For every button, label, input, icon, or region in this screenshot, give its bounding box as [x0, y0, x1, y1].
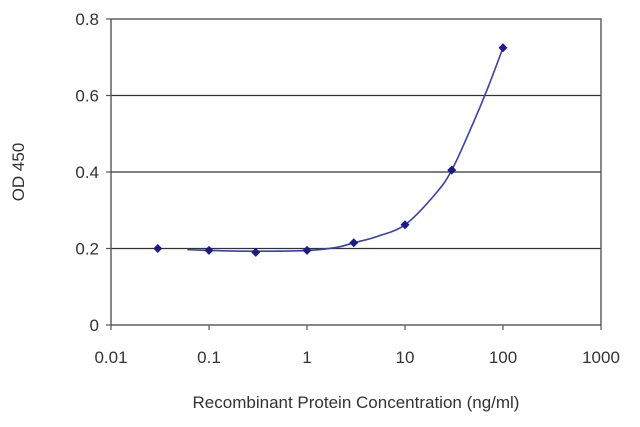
y-tick-label: 0.2: [75, 240, 99, 259]
y-tick-label: 0.6: [75, 87, 99, 106]
y-tick-label: 0.8: [75, 10, 99, 29]
data-point: [302, 245, 312, 255]
y-axis-ticks: 0 0.2 0.4 0.6 0.8: [75, 10, 111, 335]
data-point: [447, 165, 457, 175]
x-tick-label: 1: [302, 348, 311, 367]
x-axis-title: Recombinant Protein Concentration (ng/ml…: [193, 393, 520, 412]
data-point: [153, 244, 163, 253]
data-point: [251, 247, 261, 257]
data-point: [349, 238, 359, 248]
data-point: [498, 43, 508, 53]
x-tick-label: 0.01: [94, 348, 127, 367]
point-layer: [153, 43, 508, 257]
x-tick-label: 0.1: [197, 348, 221, 367]
curve-layer: [187, 47, 504, 253]
y-axis-title: OD 450: [9, 143, 28, 202]
fit-curve: [187, 47, 504, 253]
x-tick-label: 100: [489, 348, 517, 367]
data-point: [204, 245, 214, 255]
y-tick-label: 0: [90, 316, 99, 335]
x-tick-label: 10: [396, 348, 415, 367]
x-tick-label: 1000: [582, 348, 620, 367]
y-tick-label: 0.4: [75, 163, 99, 182]
grid-layer: [111, 94, 601, 250]
x-axis-ticks: 0.01 0.1 1 10 100 1000: [94, 325, 620, 367]
data-point: [400, 220, 410, 230]
